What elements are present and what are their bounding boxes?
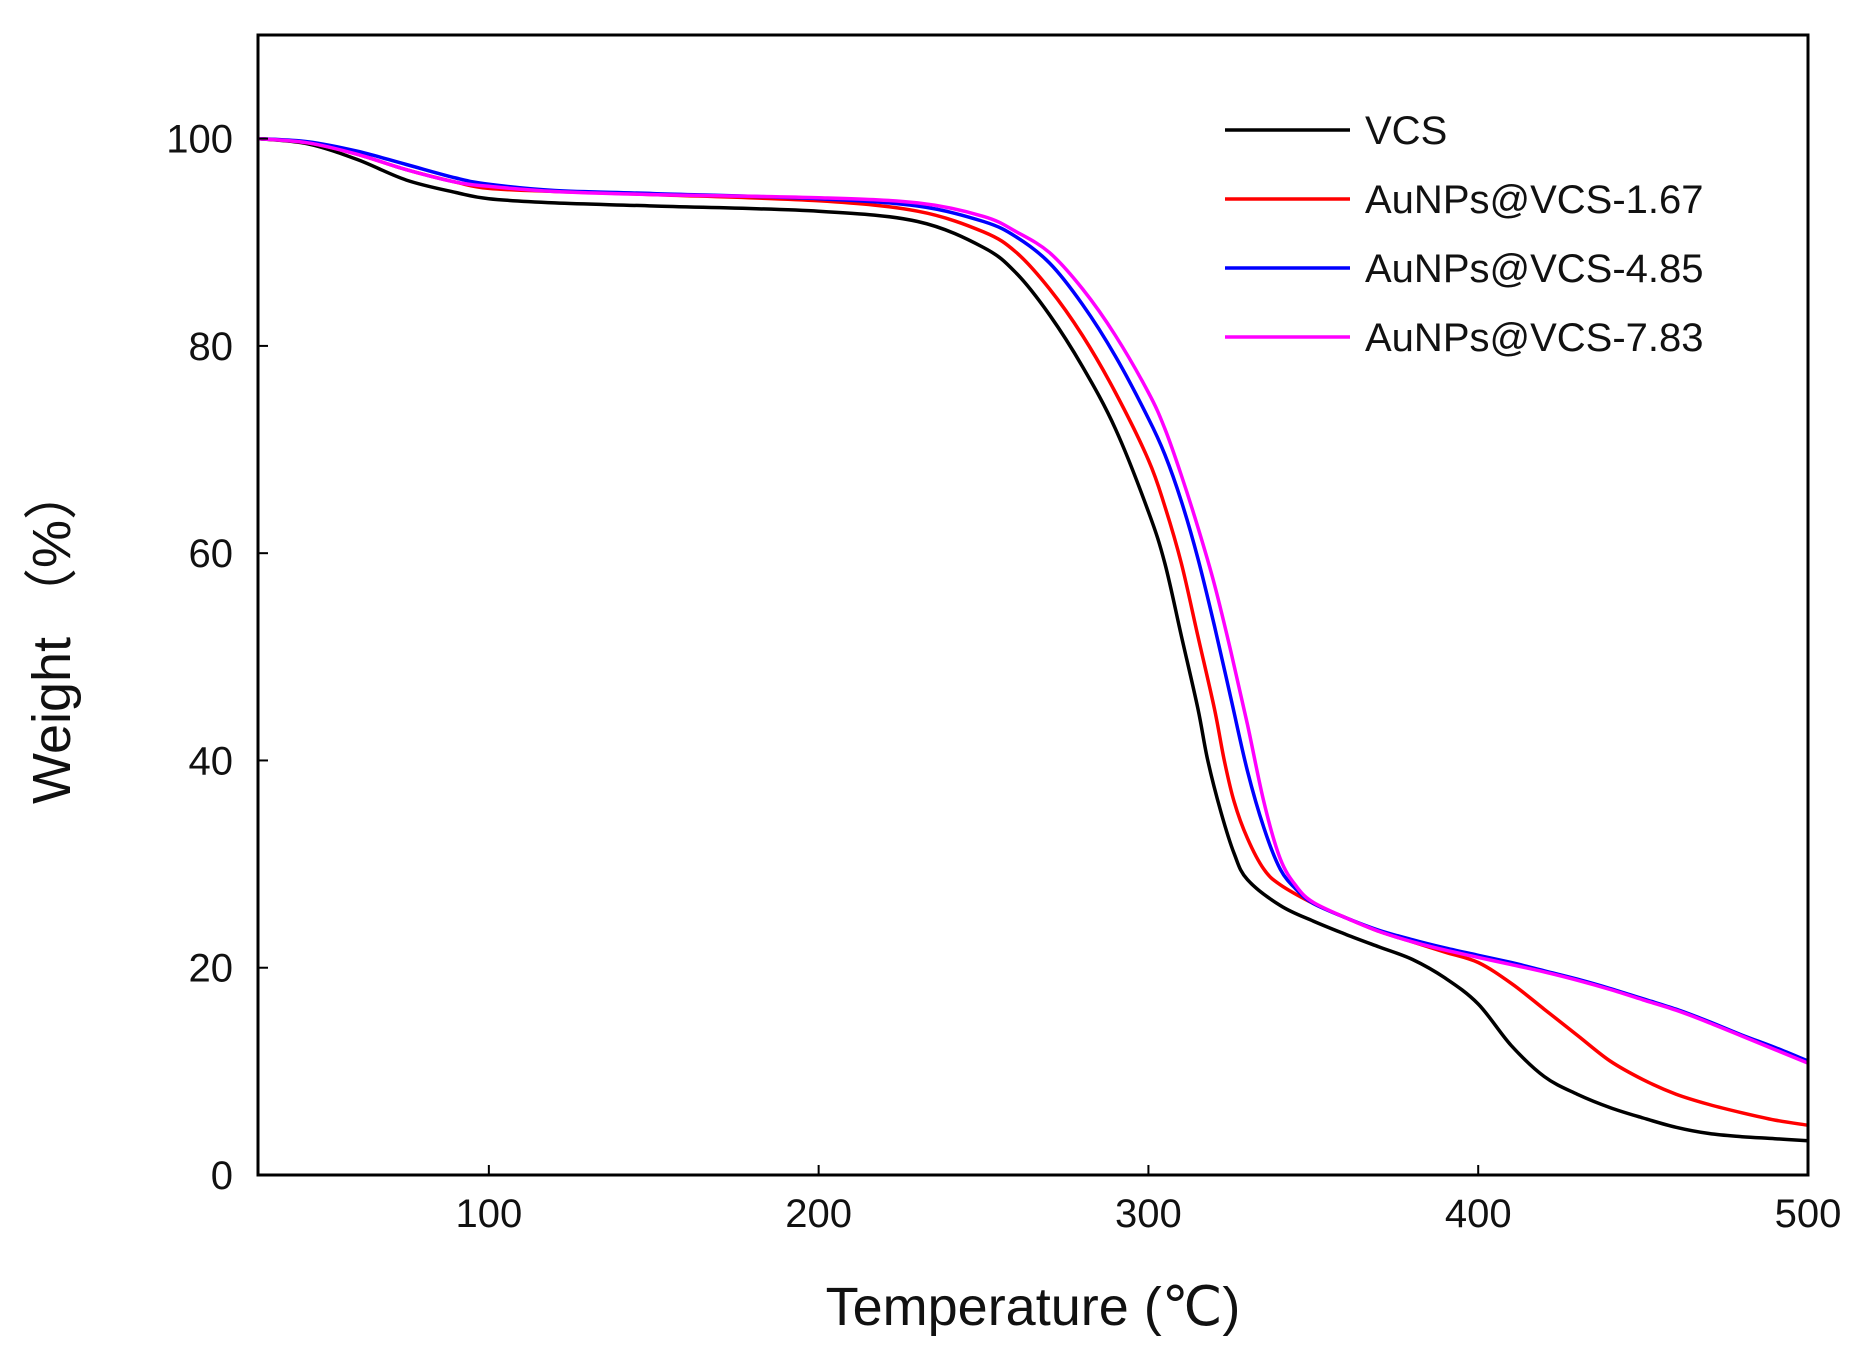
legend-label-3: AuNPs@VCS-7.83 <box>1365 316 1704 360</box>
series-line-3 <box>258 136 1808 1065</box>
legend: VCS AuNPs@VCS-1.67 AuNPs@VCS-4.85 AuNPs@VCS… <box>1225 109 1704 360</box>
legend-label-0: VCS <box>1365 109 1447 153</box>
y-tick-label-2: 40 <box>189 739 234 783</box>
axis-ticks: 100 200 300 400 500 0 20 40 60 80 100 <box>166 118 1841 1236</box>
legend-label-1: AuNPs@VCS-1.67 <box>1365 178 1704 222</box>
x-tick-label-1: 200 <box>785 1192 852 1236</box>
y-tick-label-1: 20 <box>189 947 234 991</box>
x-tick-label-4: 500 <box>1775 1192 1842 1236</box>
x-tick-label-2: 300 <box>1115 1192 1182 1236</box>
y-tick-label-4: 80 <box>189 325 234 369</box>
y-tick-label-3: 60 <box>189 532 234 576</box>
series-line-0 <box>258 136 1808 1143</box>
y-tick-label-0: 0 <box>211 1154 233 1198</box>
legend-label-2: AuNPs@VCS-4.85 <box>1365 247 1704 291</box>
x-tick-label-0: 100 <box>455 1192 522 1236</box>
x-axis-title: Temperature (℃) <box>826 1277 1241 1337</box>
y-tick-label-5: 100 <box>166 118 233 162</box>
plot-area <box>258 136 1808 1143</box>
y-axis-title: Weight （%） <box>22 466 82 804</box>
plot-frame <box>256 33 1810 1177</box>
x-tick-label-3: 400 <box>1445 1192 1512 1236</box>
